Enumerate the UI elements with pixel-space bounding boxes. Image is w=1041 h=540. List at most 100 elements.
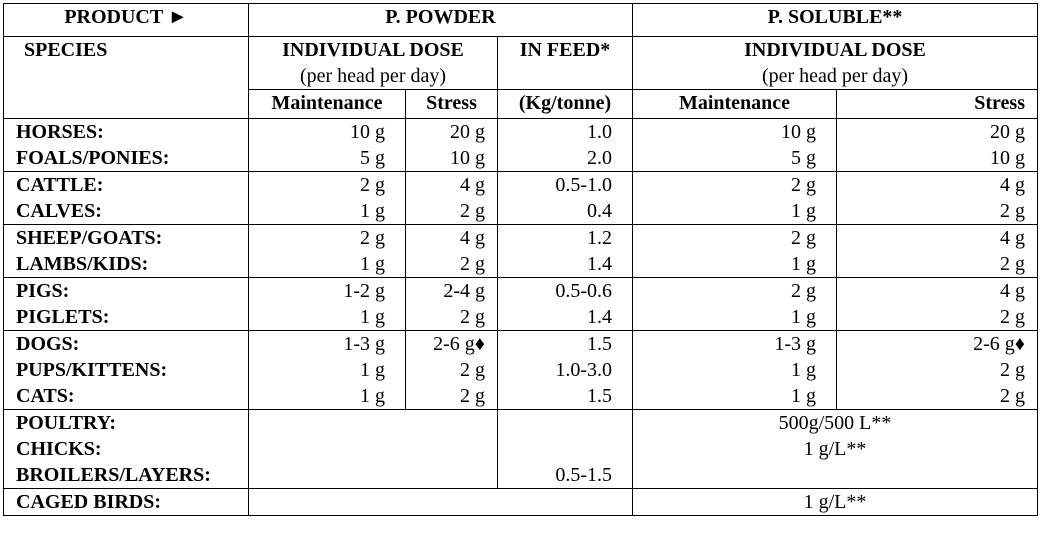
dose-value: 2 g <box>1000 253 1025 275</box>
dose-value: 1 g <box>791 253 816 275</box>
dose-value: 2 g <box>360 227 385 249</box>
soluble-individual-dose-header: INDIVIDUAL DOSE (per head per day) <box>632 36 1038 90</box>
feed-value: 1.0-3.0 <box>555 359 612 381</box>
per-head-label: (per head per day) <box>299 65 447 87</box>
powder-maintenance-cell: 10 g 5 g <box>248 118 406 172</box>
poultry-powder-empty <box>248 409 498 489</box>
product-header: PRODUCT ► <box>3 3 249 37</box>
dose-value: 2 g <box>1000 200 1025 222</box>
dose-value: 1 g <box>791 385 816 407</box>
dose-value: 10 g <box>990 147 1025 169</box>
dose-value: 20 g <box>990 121 1025 143</box>
dose-value: 2 g <box>1000 306 1025 328</box>
soluble-value: 1 g/L** <box>803 438 867 460</box>
dose-value: 2 g <box>1000 359 1025 381</box>
caged-birds-species: CAGED BIRDS: <box>3 488 249 516</box>
soluble-maintenance-cell: 10 g 5 g <box>632 118 837 172</box>
header-row-sub: Maintenance Stress (Kg/tonne) Maintenanc… <box>4 89 1038 119</box>
feed-value: 1.5 <box>587 333 612 355</box>
species-label: PIGLETS: <box>16 306 110 328</box>
in-feed-cell: 0.5-0.6 1.4 <box>497 277 633 331</box>
poultry-row: POULTRY: CHICKS: BROILERS/LAYERS: 0.5-1.… <box>3 409 1038 489</box>
dose-value: 4 g <box>1000 174 1025 196</box>
in-feed-cell: 0.5-1.0 0.4 <box>497 171 633 225</box>
dose-value: 5 g <box>791 147 816 169</box>
dose-value: 1 g <box>791 306 816 328</box>
dose-value: 1-3 g <box>343 333 385 355</box>
species-cell: HORSES: FOALS/PONIES: <box>3 118 249 172</box>
species-label: CATTLE: <box>16 174 104 196</box>
species-label: CATS: <box>16 385 75 407</box>
species-cell: PIGS: PIGLETS: <box>3 277 249 331</box>
dose-value: 2 g <box>791 227 816 249</box>
soluble-stress-header: Stress <box>836 89 1038 119</box>
species-label: HORSES: <box>16 121 104 143</box>
species-group-row: DOGS: PUPS/KITTENS: CATS: 1-3 g 1 g 1 g 2-6 g♦… <box>3 330 1038 410</box>
poultry-feed-cell: 0.5-1.5 <box>497 409 633 489</box>
dose-value: 10 g <box>350 121 385 143</box>
soluble-stress-cell: 2-6 g♦ 2 g 2 g <box>836 330 1038 410</box>
soluble-stress-cell: 20 g 10 g <box>836 118 1038 172</box>
dose-value: 1 g <box>360 200 385 222</box>
species-label: LAMBS/KIDS: <box>16 253 149 275</box>
header-row-dose: SPECIES INDIVIDUAL DOSE (per head per da… <box>3 36 1038 119</box>
feed-value <box>510 436 612 462</box>
dose-value: 1 g <box>360 385 385 407</box>
in-feed-cell: 1.0 2.0 <box>497 118 633 172</box>
powder-maintenance-cell: 1-3 g 1 g 1 g <box>248 330 406 410</box>
feed-value: 1.4 <box>587 306 612 328</box>
species-label: CALVES: <box>16 200 102 222</box>
species-label: PUPS/KITTENS: <box>16 359 168 381</box>
dose-value: 1 g <box>360 306 385 328</box>
feed-value: 0.5-1.0 <box>555 174 612 196</box>
soluble-header: P. SOLUBLE** <box>632 3 1038 37</box>
caged-birds-soluble: 1 g/L** <box>632 488 1038 516</box>
feed-value: 0.5-1.5 <box>555 464 612 486</box>
powder-header: P. POWDER <box>248 3 633 37</box>
dose-value: 10 g <box>450 147 485 169</box>
dose-value: 2 g <box>360 174 385 196</box>
dose-value: 2 g <box>460 306 485 328</box>
dosage-table: PRODUCT ► P. POWDER P. SOLUBLE** SPECIES… <box>3 3 1038 516</box>
dose-value: 4 g <box>1000 280 1025 302</box>
feed-value: 0.5-0.6 <box>555 280 612 302</box>
kg-tonne-header: (Kg/tonne) <box>497 89 633 119</box>
feed-value <box>510 410 612 436</box>
feed-value: 1.4 <box>587 253 612 275</box>
dose-value: 2 g <box>460 200 485 222</box>
in-feed-header: IN FEED* <box>497 36 633 90</box>
dose-value: 2 g <box>791 280 816 302</box>
dose-value: 2-6 g♦ <box>433 333 485 355</box>
individual-dose-label: INDIVIDUAL DOSE <box>282 39 464 61</box>
feed-value: 0.4 <box>587 200 612 222</box>
caged-birds-row: CAGED BIRDS: 1 g/L** <box>3 488 1038 516</box>
soluble-maintenance-header: Maintenance <box>632 89 837 119</box>
powder-maintenance-header: Maintenance <box>248 89 406 119</box>
species-group-row: PIGS: PIGLETS: 1-2 g 1 g 2-4 g 2 g 0.5-0.6 1.4 2… <box>3 277 1038 331</box>
header-row-product: PRODUCT ► P. POWDER P. SOLUBLE** <box>3 3 1038 37</box>
dose-value: 20 g <box>450 121 485 143</box>
dose-value: 2 g <box>460 385 485 407</box>
dose-value: 1 g <box>360 253 385 275</box>
powder-stress-cell: 2-6 g♦ 2 g 2 g <box>405 330 498 410</box>
dose-value: 2 g <box>460 359 485 381</box>
species-label: FOALS/PONIES: <box>16 147 170 169</box>
dose-value: 2 g <box>791 174 816 196</box>
dose-value: 2 g <box>460 253 485 275</box>
powder-stress-header: Stress <box>405 89 498 119</box>
soluble-maintenance-cell: 1-3 g 1 g 1 g <box>632 330 837 410</box>
powder-individual-dose-header: INDIVIDUAL DOSE (per head per day) <box>248 36 498 90</box>
